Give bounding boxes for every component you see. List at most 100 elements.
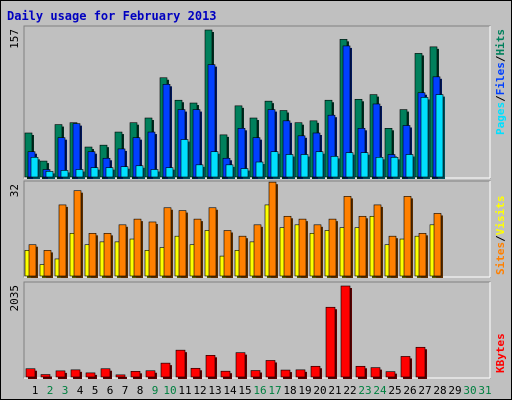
day-label-16: 16 bbox=[253, 384, 266, 397]
bar-sites-15 bbox=[238, 235, 248, 278]
day-label-14: 14 bbox=[223, 384, 237, 397]
bar-pages-6 bbox=[105, 167, 115, 179]
day-label-11: 11 bbox=[178, 384, 191, 397]
day-label-27: 27 bbox=[418, 384, 431, 397]
ymax-hits: 157 bbox=[8, 29, 21, 49]
bar-kbytes-13 bbox=[205, 355, 217, 379]
day-label-1: 1 bbox=[32, 384, 39, 397]
bar-pages-1 bbox=[30, 157, 40, 179]
bar-kbytes-2 bbox=[40, 374, 52, 379]
bar-kbytes-24 bbox=[370, 367, 382, 379]
day-label-2: 2 bbox=[47, 384, 54, 397]
bar-pages-11 bbox=[180, 139, 190, 179]
bar-kbytes-27 bbox=[415, 346, 427, 379]
bar-sites-4 bbox=[73, 190, 83, 278]
bar-kbytes-14 bbox=[220, 370, 232, 379]
bar-kbytes-1 bbox=[25, 368, 37, 379]
legend-kbytes: KBytes bbox=[494, 333, 507, 373]
bar-pages-26 bbox=[405, 154, 415, 179]
bar-kbytes-25 bbox=[385, 371, 397, 379]
bar-pages-16 bbox=[255, 161, 265, 179]
bar-sites-17 bbox=[268, 181, 278, 278]
bar-kbytes-19 bbox=[295, 369, 307, 379]
bar-pages-27 bbox=[420, 97, 430, 179]
bar-pages-24 bbox=[375, 157, 385, 179]
bar-kbytes-4 bbox=[70, 369, 82, 379]
bar-pages-21 bbox=[330, 156, 340, 179]
bar-kbytes-11 bbox=[175, 349, 187, 379]
bar-sites-13 bbox=[208, 207, 218, 278]
day-label-19: 19 bbox=[298, 384, 311, 397]
bar-sites-2 bbox=[43, 250, 53, 278]
bar-sites-11 bbox=[178, 210, 188, 278]
bar-kbytes-26 bbox=[400, 356, 412, 379]
bar-kbytes-20 bbox=[310, 365, 322, 379]
bar-pages-10 bbox=[165, 167, 175, 179]
bar-kbytes-12 bbox=[190, 367, 202, 379]
bar-sites-8 bbox=[133, 218, 143, 278]
bar-sites-16 bbox=[253, 224, 263, 278]
bar-sites-27 bbox=[418, 233, 428, 278]
bar-kbytes-15 bbox=[235, 352, 247, 379]
bar-kbytes-10 bbox=[160, 362, 172, 379]
day-label-8: 8 bbox=[137, 384, 144, 397]
day-label-26: 26 bbox=[403, 384, 416, 397]
bar-kbytes-9 bbox=[145, 370, 157, 379]
bar-sites-20 bbox=[313, 224, 323, 278]
legend-hits-files-pages: Pages/Files/Hits bbox=[494, 29, 507, 135]
bar-kbytes-21 bbox=[325, 306, 337, 379]
bar-pages-14 bbox=[225, 164, 235, 179]
bar-sites-14 bbox=[223, 230, 233, 278]
bar-pages-3 bbox=[60, 170, 70, 179]
day-label-25: 25 bbox=[388, 384, 401, 397]
bar-pages-4 bbox=[75, 169, 85, 179]
day-label-28: 28 bbox=[433, 384, 446, 397]
bar-sites-12 bbox=[193, 218, 203, 278]
bar-pages-15 bbox=[240, 168, 250, 179]
day-label-5: 5 bbox=[92, 384, 99, 397]
bar-sites-21 bbox=[328, 218, 338, 278]
bar-sites-5 bbox=[88, 233, 98, 278]
bar-pages-18 bbox=[285, 154, 295, 179]
bar-pages-19 bbox=[300, 154, 310, 179]
bar-pages-5 bbox=[90, 167, 100, 179]
bar-sites-6 bbox=[103, 233, 113, 278]
bar-pages-25 bbox=[390, 157, 400, 179]
bar-kbytes-7 bbox=[115, 374, 127, 379]
bar-kbytes-16 bbox=[250, 370, 262, 379]
bar-sites-24 bbox=[373, 204, 383, 278]
bar-files-10 bbox=[162, 84, 172, 179]
bar-pages-8 bbox=[135, 165, 145, 179]
bar-pages-12 bbox=[195, 164, 205, 179]
bar-sites-23 bbox=[358, 215, 368, 278]
bar-pages-2 bbox=[45, 171, 55, 179]
day-label-6: 6 bbox=[107, 384, 114, 397]
bar-pages-28 bbox=[435, 94, 445, 179]
bar-sites-1 bbox=[28, 244, 38, 278]
bar-pages-17 bbox=[270, 151, 280, 179]
day-label-10: 10 bbox=[163, 384, 176, 397]
bar-pages-9 bbox=[150, 169, 160, 179]
day-label-21: 21 bbox=[328, 384, 341, 397]
bar-kbytes-17 bbox=[265, 360, 277, 379]
bar-pages-23 bbox=[360, 152, 370, 179]
bar-kbytes-8 bbox=[130, 371, 142, 379]
bar-sites-26 bbox=[403, 196, 413, 278]
bar-kbytes-22 bbox=[340, 285, 352, 379]
legend-visits-sites: Sites/Visits bbox=[494, 196, 507, 276]
bar-kbytes-23 bbox=[355, 365, 367, 379]
bar-kbytes-3 bbox=[55, 370, 67, 379]
bar-kbytes-6 bbox=[100, 368, 112, 379]
bar-sites-18 bbox=[283, 215, 293, 278]
day-label-7: 7 bbox=[122, 384, 129, 397]
day-label-31: 31 bbox=[478, 384, 491, 397]
day-label-24: 24 bbox=[373, 384, 387, 397]
day-label-3: 3 bbox=[62, 384, 69, 397]
day-label-29: 29 bbox=[448, 384, 461, 397]
day-label-23: 23 bbox=[358, 384, 371, 397]
ymax-kbytes: 2035 bbox=[8, 285, 21, 312]
bar-sites-7 bbox=[118, 224, 128, 278]
day-label-13: 13 bbox=[208, 384, 221, 397]
bar-kbytes-18 bbox=[280, 369, 292, 379]
